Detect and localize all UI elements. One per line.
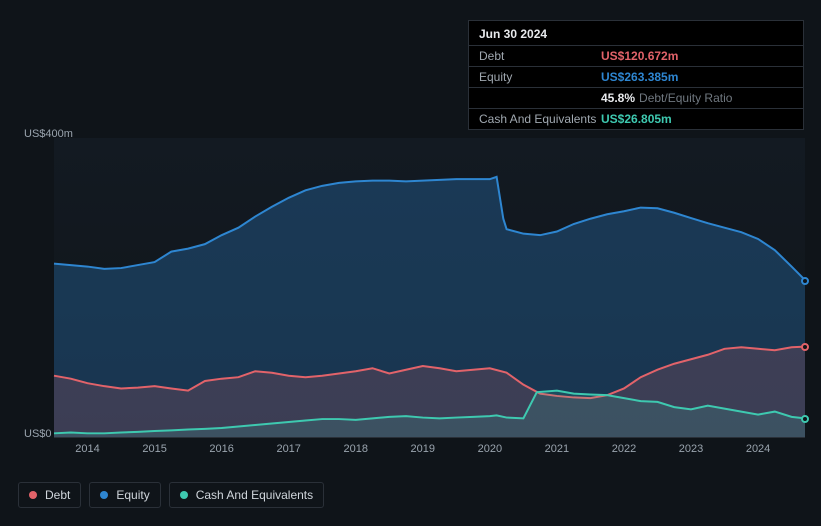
x-axis-tick: 2018 bbox=[343, 443, 367, 455]
y-axis-label-bottom: US$0 bbox=[24, 428, 52, 440]
x-axis-tick: 2024 bbox=[746, 443, 770, 455]
series-end-marker bbox=[801, 277, 809, 285]
legend-dot-icon bbox=[100, 491, 108, 499]
x-axis-tick: 2014 bbox=[75, 443, 99, 455]
tooltip-row-value: US$120.672m bbox=[601, 49, 678, 63]
tooltip-row-label: Equity bbox=[479, 70, 601, 84]
tooltip-row: Cash And EquivalentsUS$26.805m bbox=[469, 108, 803, 129]
legend-dot-icon bbox=[29, 491, 37, 499]
chart-svg bbox=[54, 138, 805, 437]
x-axis-tick: 2019 bbox=[411, 443, 435, 455]
x-axis-tick: 2015 bbox=[142, 443, 166, 455]
x-axis-tick: 2022 bbox=[612, 443, 636, 455]
legend-item-equity[interactable]: Equity bbox=[89, 482, 160, 508]
tooltip-row: 45.8%Debt/Equity Ratio bbox=[469, 87, 803, 108]
tooltip-row-value: 45.8%Debt/Equity Ratio bbox=[601, 91, 732, 105]
legend-dot-icon bbox=[180, 491, 188, 499]
tooltip-rows: DebtUS$120.672mEquityUS$263.385m45.8%Deb… bbox=[469, 45, 803, 129]
tooltip-row-sub: Debt/Equity Ratio bbox=[639, 91, 732, 105]
x-axis: 2014 2015 2016 2017 2018 2019 2020 2021 2022 2023… bbox=[54, 443, 805, 463]
series-end-marker bbox=[801, 415, 809, 423]
tooltip-row-label: Debt bbox=[479, 49, 601, 63]
series-end-marker bbox=[801, 343, 809, 351]
legend-item-label: Cash And Equivalents bbox=[196, 488, 313, 502]
chart-plot[interactable] bbox=[54, 138, 805, 438]
legend-item-label: Debt bbox=[45, 488, 70, 502]
tooltip-row-label: Cash And Equivalents bbox=[479, 112, 601, 126]
tooltip-row-value: US$263.385m bbox=[601, 70, 678, 84]
chart-area: US$400m US$0 201420152016201720182019202… bbox=[18, 118, 805, 478]
legend-item-label: Equity bbox=[116, 488, 149, 502]
x-axis-tick: 2020 bbox=[478, 443, 502, 455]
x-axis-tick: 2017 bbox=[276, 443, 300, 455]
x-axis-tick: 2021 bbox=[545, 443, 569, 455]
chart-tooltip: Jun 30 2024 DebtUS$120.672mEquityUS$263.… bbox=[468, 20, 804, 130]
tooltip-date: Jun 30 2024 bbox=[469, 21, 803, 45]
x-axis-tick: 2016 bbox=[209, 443, 233, 455]
legend-item-cash-and-equivalents[interactable]: Cash And Equivalents bbox=[169, 482, 324, 508]
tooltip-row-label bbox=[479, 91, 601, 105]
tooltip-row-value: US$26.805m bbox=[601, 112, 672, 126]
chart-legend: Debt Equity Cash And Equivalents bbox=[18, 482, 324, 508]
tooltip-row: EquityUS$263.385m bbox=[469, 66, 803, 87]
x-axis-tick: 2023 bbox=[679, 443, 703, 455]
tooltip-row: DebtUS$120.672m bbox=[469, 45, 803, 66]
legend-item-debt[interactable]: Debt bbox=[18, 482, 81, 508]
